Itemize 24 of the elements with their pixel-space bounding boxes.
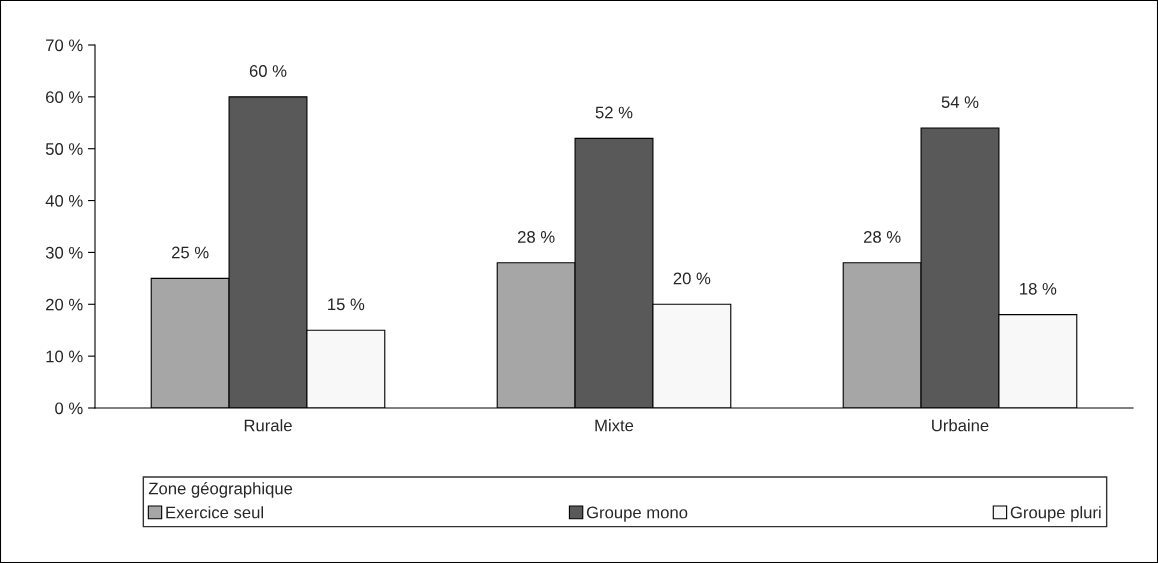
y-tick-label: 10 % xyxy=(46,350,83,363)
data-label: 20 % xyxy=(673,272,711,285)
y-tick-label: 60 % xyxy=(46,91,83,104)
data-label: 60 % xyxy=(249,65,287,77)
data-label: 18 % xyxy=(1020,282,1057,295)
x-tick-label: Rurale xyxy=(244,419,292,432)
y-tick-label: 50 % xyxy=(45,143,83,155)
data-label: 54 % xyxy=(941,96,979,109)
y-tick-label: 20 % xyxy=(46,298,83,311)
data-label: 15 % xyxy=(328,298,365,311)
data-label: 25 % xyxy=(172,246,209,259)
legend-label: Groupe mono xyxy=(586,506,688,522)
data-label: 28 % xyxy=(864,231,901,243)
legend-title: Zone géographique xyxy=(148,481,293,498)
legend-label: Groupe pluri xyxy=(1010,506,1101,522)
legend-label: Exercice seul xyxy=(166,506,263,519)
y-tick-label: 40 % xyxy=(45,194,83,207)
y-tick-label: 70 % xyxy=(46,39,83,52)
x-tick-label: Urbaine xyxy=(932,419,989,432)
data-label: 52 % xyxy=(595,106,633,119)
x-tick-label: Mixte xyxy=(595,419,634,432)
y-tick-label: 30 % xyxy=(45,246,83,259)
y-tick-label: 0 % xyxy=(55,402,83,415)
data-label: 28 % xyxy=(518,231,555,243)
